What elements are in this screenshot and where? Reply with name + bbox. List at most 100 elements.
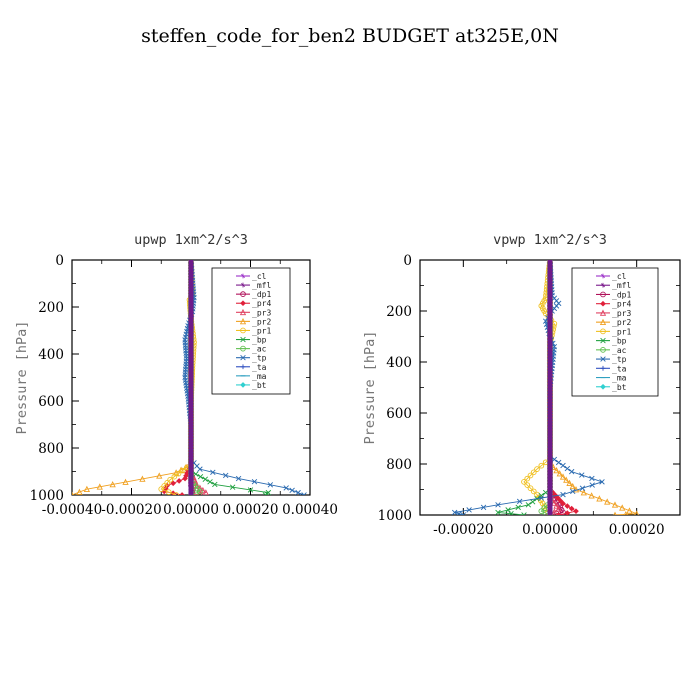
series-line-pr4 [163, 260, 192, 495]
series-pr1-marker [541, 503, 548, 510]
figure-title: steffen_code_for_ben2 BUDGET at325E,0N [141, 25, 559, 47]
series-tp-marker [564, 465, 571, 472]
legend-item-pr2: _pr2 [596, 318, 631, 327]
legend-label: _pr3 [612, 309, 631, 318]
series-tp-marker [538, 495, 545, 501]
series-bp-marker [508, 511, 514, 515]
series-bp-marker [193, 471, 199, 477]
y-tick-label: 0 [55, 253, 64, 269]
legend-label: _ac [612, 346, 627, 355]
legend-swatch-marker [600, 273, 606, 279]
series-tp-marker [568, 468, 575, 475]
series-pr1-marker [524, 482, 531, 488]
series-pr4-marker [564, 503, 571, 509]
legend-label: _bp [252, 336, 267, 345]
legend-label: _ma [612, 374, 627, 383]
series-tp-marker [495, 502, 501, 508]
legend-swatch-marker [600, 300, 606, 307]
series-tp-marker [551, 456, 558, 463]
series-pr1-marker [534, 466, 540, 472]
series-tp-marker [460, 512, 467, 515]
legend-swatch-marker [600, 383, 606, 390]
legend-label: _cl [252, 272, 267, 281]
legend-label: _ma [252, 372, 267, 381]
y-axis-label: Pressure [hPa] [14, 321, 30, 435]
series-pr1-marker [527, 472, 534, 479]
series-tp-marker [579, 485, 586, 491]
series-tp-marker [251, 478, 258, 485]
legend-item-ma: _ma [596, 374, 627, 383]
y-tick-label: 200 [38, 300, 64, 316]
legend-item-tp: _tp [596, 355, 627, 364]
series-pr2-marker [122, 478, 129, 485]
y-tick-label: 400 [386, 355, 412, 371]
legend-swatch-marker [240, 291, 246, 298]
series-bp-marker [262, 492, 269, 495]
zero-profile-band [547, 260, 553, 515]
legend-label: _pr4 [252, 299, 271, 308]
series-pr2-marker [96, 483, 103, 490]
series-pr2-marker [556, 470, 563, 477]
series-bp-marker [529, 499, 536, 505]
legend-item-dp1: _dp1 [596, 290, 631, 299]
legend-item-ac: _ac [236, 345, 267, 354]
series-pr2-marker [619, 504, 626, 511]
series-tp-marker [466, 507, 472, 513]
series-pr1-marker [534, 491, 540, 498]
series-pr4-marker [573, 508, 579, 514]
legend-label: _pr3 [252, 308, 271, 317]
x-tick-label: -0.00020 [101, 502, 161, 518]
legend-swatch-marker [600, 328, 606, 335]
series-tp-marker [456, 511, 462, 515]
series-tp-marker [289, 487, 295, 494]
legend-item-pr2: _pr2 [236, 317, 271, 326]
y-tick-label: 800 [38, 441, 64, 457]
legend-label: _ac [252, 345, 267, 354]
legend-item-pr4: _pr4 [236, 299, 271, 308]
series-pr4-marker [564, 510, 571, 515]
series-bp-marker [229, 484, 236, 490]
panel-title: upwp 1xm^2/s^3 [134, 232, 248, 248]
zero-profile-band [188, 260, 194, 495]
series-pr2-marker [580, 489, 587, 496]
legend-label: _dp1 [252, 290, 271, 299]
series-pr2 [72, 260, 195, 495]
series-tp-marker [589, 475, 595, 482]
series-tp-marker [295, 489, 301, 495]
series-tp-marker [197, 466, 203, 472]
series-pr1-marker [173, 492, 179, 495]
series-pr1-marker [161, 483, 168, 489]
legend-item-bt: _bt [596, 383, 627, 392]
legend-item-mfl: _mfl [596, 281, 631, 290]
legend-swatch-marker [600, 346, 606, 353]
series-tp-marker [516, 498, 523, 505]
legend-swatch-marker [599, 318, 607, 326]
series-tp-marker [589, 482, 595, 488]
legend-item-ac: _ac [596, 346, 627, 355]
series-pr2-marker [588, 492, 595, 499]
legend-swatch-marker [239, 317, 247, 325]
series-pr2-marker [563, 476, 570, 483]
legend-swatch-marker [240, 336, 246, 343]
series-pr1-marker [530, 488, 537, 495]
series-pr2-marker [83, 485, 91, 492]
series-pr1-marker [175, 470, 182, 477]
series-pr2-marker [611, 501, 619, 508]
legend-label: _pr2 [612, 318, 631, 327]
legend-label: _cl [612, 272, 627, 281]
legend-item-ma: _ma [236, 372, 267, 381]
series-pr1-marker [179, 467, 186, 474]
y-tick-label: 200 [386, 304, 412, 320]
x-tick-label: -0.00020 [433, 522, 493, 538]
legend-swatch-marker [240, 327, 246, 334]
series-pr2-marker [634, 510, 640, 515]
legend-swatch-marker [599, 309, 607, 316]
legend-swatch-marker [600, 291, 606, 298]
upwp-panel: upwp 1xm^2/s^3 Pressure [hPa] 0 200 400 600 80… [14, 232, 338, 518]
legend-box [571, 267, 659, 397]
series-tp-marker [451, 509, 458, 515]
series-pr3-marker [551, 508, 558, 515]
x-tick-label: 0.00040 [282, 502, 338, 518]
legend-item-bp: _bp [236, 336, 267, 345]
legend-item-pr4: _pr4 [596, 300, 631, 309]
